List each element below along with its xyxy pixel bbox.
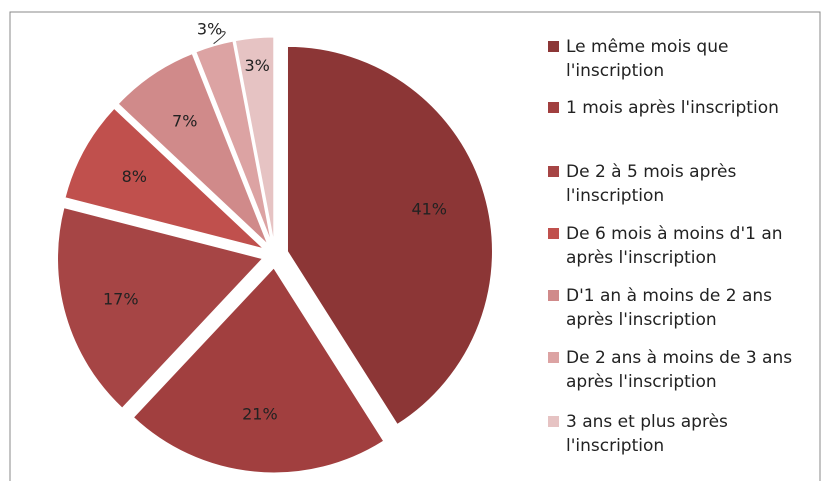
legend-swatch xyxy=(548,416,559,427)
legend-item: D'1 an à moins de 2 ans après l'inscript… xyxy=(548,284,813,332)
pie-slice xyxy=(195,40,272,243)
legend-item: De 2 ans à moins de 3 ans après l'inscri… xyxy=(548,346,813,394)
legend-item: 3 ans et plus après l'inscription xyxy=(548,410,813,458)
legend-label: Le même mois que l'inscription xyxy=(566,37,729,81)
legend-swatch xyxy=(548,290,559,301)
legend-swatch xyxy=(548,102,559,113)
legend-swatch xyxy=(548,228,559,239)
pie-slice xyxy=(117,52,269,245)
legend-swatch xyxy=(548,166,559,177)
legend-swatch xyxy=(548,352,559,363)
data-label: 8% xyxy=(122,167,147,186)
data-label: 7% xyxy=(172,112,197,131)
pie-slice xyxy=(132,267,385,474)
legend-label: De 2 ans à moins de 3 ans après l'inscri… xyxy=(566,348,793,392)
legend-label: D'1 an à moins de 2 ans après l'inscript… xyxy=(566,286,773,330)
data-label: 41% xyxy=(411,200,447,219)
data-label: 3% xyxy=(244,56,269,75)
data-label: 17% xyxy=(103,289,139,308)
legend-item: Le même mois que l'inscription xyxy=(548,35,813,83)
legend-label: De 2 à 5 mois après l'inscription xyxy=(566,162,737,206)
legend-swatch xyxy=(548,41,559,52)
legend-label: 3 ans et plus après l'inscription xyxy=(566,412,728,456)
legend-item: De 6 mois à moins d'1 an après l'inscrip… xyxy=(548,222,813,270)
legend-label: 1 mois après l'inscription xyxy=(566,98,779,118)
pie-slice xyxy=(234,36,275,243)
data-label: 21% xyxy=(242,404,278,423)
legend-item: 1 mois après l'inscription xyxy=(548,96,813,120)
pie-slice xyxy=(286,45,493,426)
legend-label: De 6 mois à moins d'1 an après l'inscrip… xyxy=(566,224,783,268)
data-label: 3% xyxy=(197,19,222,38)
legend-item: De 2 à 5 mois après l'inscription xyxy=(548,160,813,208)
pie-slice xyxy=(64,107,264,250)
frame xyxy=(9,11,821,481)
pie-slice xyxy=(57,207,264,409)
leader-line xyxy=(213,31,226,45)
